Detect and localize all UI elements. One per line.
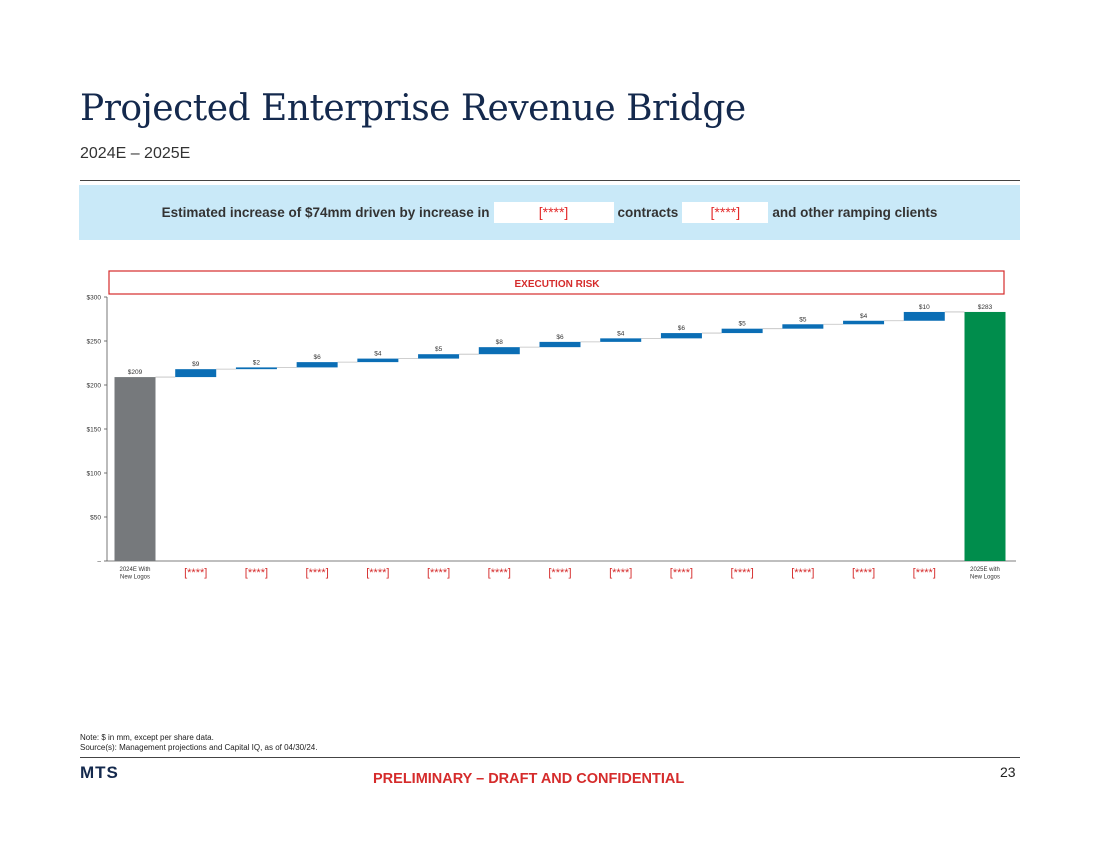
- y-tick-label: $300: [87, 295, 102, 302]
- category-label-line: [****]: [184, 567, 207, 579]
- y-tick-label: $200: [87, 383, 102, 390]
- category-label-line: 2024E With: [119, 567, 150, 573]
- confidential-label: PRELIMINARY – DRAFT AND CONFIDENTIAL: [373, 771, 685, 787]
- category-labels: 2024E With New Logos [****] [****] [****] [**…: [119, 567, 1000, 581]
- value-label: $10: [919, 304, 930, 311]
- bar-delta: [843, 320, 885, 325]
- y-tick-label: $100: [87, 471, 102, 478]
- bar-delta: [660, 333, 702, 339]
- title-divider: [80, 180, 1020, 181]
- bar-delta: [478, 347, 520, 355]
- value-label: $6: [314, 354, 322, 361]
- category-label: [****]: [427, 567, 450, 579]
- category-label-line: [****]: [366, 567, 389, 579]
- execution-risk-box: EXECUTION RISK: [108, 270, 1005, 295]
- category-label: 2024E With New Logos: [119, 567, 150, 581]
- category-label-line: [****]: [427, 567, 450, 579]
- bar-delta: [721, 328, 763, 334]
- category-label-line: [****]: [731, 567, 754, 579]
- bar-delta: [296, 362, 338, 368]
- bar-delta: [175, 369, 217, 378]
- bar-delta: [357, 358, 399, 363]
- category-label: [****]: [791, 567, 814, 579]
- category-label-line: [****]: [670, 567, 693, 579]
- execution-risk-label: EXECUTION RISK: [514, 279, 600, 290]
- page-number: 23: [1000, 764, 1016, 780]
- bar-connectors: [155, 311, 965, 378]
- value-label: $4: [374, 351, 382, 358]
- value-label: $6: [556, 334, 564, 341]
- category-label: [****]: [366, 567, 389, 579]
- value-label: $283: [978, 304, 993, 311]
- category-label-line: [****]: [548, 567, 571, 579]
- page-title: Projected Enterprise Revenue Bridge: [80, 88, 746, 129]
- source-text: Source(s): Management projections and Ca…: [80, 743, 318, 752]
- value-label: $5: [799, 316, 807, 323]
- category-label-line: [****]: [852, 567, 875, 579]
- category-label: [****]: [609, 567, 632, 579]
- category-label-line: [****]: [245, 567, 268, 579]
- value-label: $4: [617, 330, 625, 337]
- banner-text-3: and other ramping clients: [772, 205, 938, 220]
- note-text: Note: $ in mm, except per share data.: [80, 733, 214, 742]
- bar-delta: [235, 367, 277, 370]
- category-label: [****]: [245, 567, 268, 579]
- footnote: Note: $ in mm, except per share data. So…: [80, 733, 317, 753]
- category-label-line: New Logos: [120, 575, 150, 581]
- footer-divider: [80, 757, 1020, 758]
- summary-banner: Estimated increase of $74mm driven by in…: [79, 185, 1020, 240]
- category-label: [****]: [913, 567, 936, 579]
- category-label-line: [****]: [609, 567, 632, 579]
- mts-logo: MTS: [80, 763, 119, 782]
- category-label-line: [****]: [488, 567, 511, 579]
- category-label: [****]: [852, 567, 875, 579]
- page-subtitle: 2024E – 2025E: [80, 145, 191, 162]
- bar-delta: [600, 338, 642, 342]
- y-tick-label: $250: [87, 339, 102, 346]
- value-label: $2: [253, 359, 261, 366]
- category-label: [****]: [184, 567, 207, 579]
- category-label-line: 2025E with: [970, 567, 1000, 573]
- bar-end: [964, 311, 1006, 561]
- category-label-line: [****]: [306, 567, 329, 579]
- category-label-line: New Logos: [970, 575, 1000, 581]
- bar-delta: [782, 324, 824, 329]
- y-tick-label: –: [97, 559, 101, 566]
- value-labels: $209 $9 $2 $6 $4 $5 $8 $6 $4 $6 $5 $5 $4 $10 $283: [128, 304, 993, 376]
- category-label: 2025E with New Logos: [970, 567, 1000, 581]
- value-label: $8: [496, 339, 504, 346]
- category-label-line: [****]: [791, 567, 814, 579]
- revenue-bridge-chart: EXECUTION RISK –$50$100$150$200$250$300 …: [87, 270, 1016, 581]
- bar-delta: [539, 341, 581, 348]
- category-label: [****]: [731, 567, 754, 579]
- y-axis: – $50 $100 $150 $200 $250 $300: [87, 295, 1016, 566]
- value-label: $9: [192, 361, 200, 368]
- bar-delta: [903, 311, 945, 321]
- banner-text-1: Estimated increase of $74mm driven by in…: [161, 205, 490, 220]
- bar-delta: [418, 354, 460, 359]
- banner-redaction-2: [****]: [682, 202, 769, 223]
- value-label: $5: [435, 346, 443, 353]
- value-label: $209: [128, 369, 143, 376]
- y-tick-label: $150: [87, 427, 102, 434]
- value-label: $6: [678, 325, 686, 332]
- bars: [114, 311, 1006, 561]
- category-label: [****]: [548, 567, 571, 579]
- execution-risk-frame: [108, 270, 1005, 295]
- category-label: [****]: [306, 567, 329, 579]
- category-label: [****]: [670, 567, 693, 579]
- banner-text-2: contracts: [617, 205, 679, 220]
- value-label: $5: [739, 321, 747, 328]
- y-tick-label: $50: [90, 515, 101, 522]
- value-label: $4: [860, 313, 868, 320]
- bar-start: [114, 377, 156, 561]
- banner-redaction-1: [****]: [493, 202, 614, 223]
- category-label-line: [****]: [913, 567, 936, 579]
- category-label: [****]: [488, 567, 511, 579]
